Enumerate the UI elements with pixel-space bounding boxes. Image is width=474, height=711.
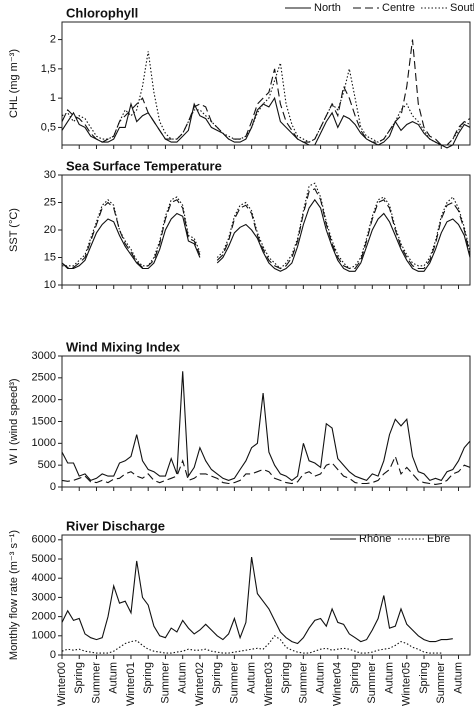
y-tick-label: 1000 [32,437,56,449]
y-tick-label: 3000 [32,350,56,362]
series-line [61,454,471,485]
x-tick-label: Winter05 [401,662,413,706]
series-line [61,198,471,272]
x-tick-label: Winter03 [263,662,275,706]
x-tick-label: Spring [280,662,292,694]
plot-frame [61,21,471,146]
x-tick-label: Autum [452,662,464,694]
y-axis-label: W I (wind speed³) [8,378,20,464]
y-axis-label: SST (°C) [8,208,20,252]
series-line [61,557,453,645]
y-tick-label: 10 [44,279,56,291]
y-tick-label: 2500 [32,372,56,384]
y-tick-label: 1500 [32,415,56,427]
x-tick-label: Spring [418,662,430,694]
x-tick-label: Summer [228,662,240,704]
x-tick-label: Spring [142,662,154,694]
series-line [61,188,471,270]
y-tick-label: 25 [44,196,56,208]
y-axis-label: CHL (mg m⁻³) [8,49,20,118]
legend-label: Ebre [427,533,450,545]
x-tick-label: Summer [297,662,309,704]
y-tick-label: 2000 [32,394,56,406]
x-tick-label: Summer [90,662,102,704]
panel-title: Sea Surface Temperature [66,158,222,173]
series-line [62,182,471,270]
x-tick-label: Winter02 [194,662,206,706]
x-tick-label: Autum [108,662,120,694]
series-line [61,371,471,482]
y-tick-label: 5000 [32,553,56,565]
x-tick-label: Spring [349,662,361,694]
y-tick-label: 0,5 [41,121,56,133]
series-line [61,96,471,149]
series-line [61,39,471,146]
x-tick-label: Autum [246,662,258,694]
legend-label: Rhône [359,533,391,545]
legend-label: Centre [382,2,415,14]
series-line [61,635,442,654]
y-tick-label: 3000 [32,591,56,603]
y-tick-label: 6000 [32,534,56,546]
y-tick-label: 2 [50,33,56,45]
x-tick-label: Spring [211,662,223,694]
x-tick-label: Autum [314,662,326,694]
y-tick-label: 20 [44,224,56,236]
series-line [61,51,471,146]
y-axis-label: Monthly flow rate (m⁻³ s⁻¹) [8,530,20,660]
y-tick-label: 4000 [32,572,56,584]
y-tick-label: 30 [44,169,56,181]
y-tick-label: 0 [50,481,56,493]
y-tick-label: 0 [50,649,56,661]
x-tick-label: Winter01 [125,662,137,706]
x-tick-label: Spring [73,662,85,694]
x-tick-label: Winter00 [56,662,68,706]
x-tick-label: Summer [435,662,447,704]
x-tick-label: Autum [177,662,189,694]
panel-title: River Discharge [66,518,165,533]
x-tick-label: Summer [366,662,378,704]
y-tick-label: 1000 [32,630,56,642]
y-tick-label: 1,5 [41,63,56,75]
x-tick-label: Summer [159,662,171,704]
plot-frame [61,534,471,656]
legend-label: North [314,2,341,14]
x-tick-label: Autum [383,662,395,694]
x-tick-label: Winter04 [332,662,344,706]
panel-title: Wind Mixing Index [66,339,181,354]
y-tick-label: 1 [50,92,56,104]
y-tick-label: 500 [38,459,56,471]
panel-title: Chlorophyll [66,5,138,20]
legend-label: South [450,2,474,14]
y-tick-label: 15 [44,251,56,263]
plot-frame [61,174,471,286]
y-tick-label: 2000 [32,611,56,623]
